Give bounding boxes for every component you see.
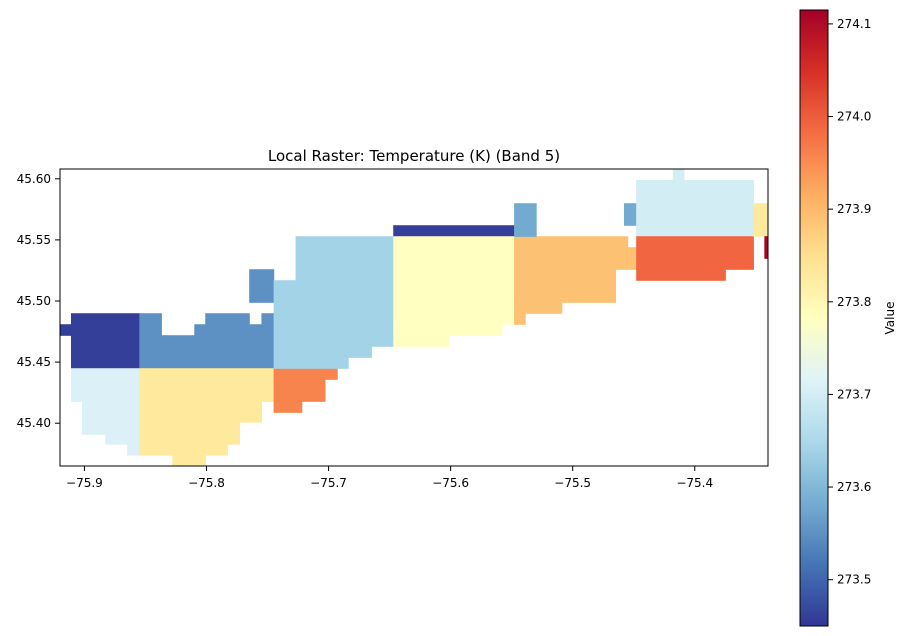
- raster-cell-west-light-0: [70, 368, 140, 402]
- raster-cell-center-light-blue-3: [273, 346, 372, 358]
- raster-cells: [60, 169, 768, 466]
- raster-cell-mid-west-blue-1: [139, 313, 162, 336]
- raster-cell-west-light-1: [81, 401, 140, 435]
- raster-cell-east-orange-light-1: [514, 247, 637, 270]
- raster-cell-mid-west-blue-0: [139, 335, 275, 369]
- raster-cell-mid-west-yellow-3: [139, 444, 228, 456]
- colorbar-tick-label-2: 273.7: [837, 387, 871, 401]
- raster-cell-mid-orange-0: [273, 368, 338, 380]
- raster-cell-center-light-blue-1: [273, 280, 394, 303]
- raster-cell-east-red-orange-1: [636, 269, 726, 281]
- colorbar-tick-label-4: 273.9: [837, 202, 871, 216]
- raster-cell-east-orange-light-3: [514, 302, 563, 314]
- raster-cell-north-east-light-0: [636, 180, 754, 237]
- colorbar: [799, 9, 829, 627]
- raster-cell-far-west-dark-1: [70, 313, 140, 369]
- raster-cell-center-dark-strip-0: [393, 225, 515, 237]
- y-axis-ticks: 45.60 45.55 45.50 45.45 45.40: [17, 172, 60, 430]
- raster-cell-east-orange-light-2: [514, 269, 617, 303]
- raster-cell-mid-west-yellow-1: [139, 401, 263, 423]
- raster-cell-center-light-blue-2: [273, 302, 394, 347]
- x-axis-ticks: −75.9 −75.8 −75.7 −75.6 −75.5 −75.4: [66, 466, 713, 490]
- raster-cell-center-light-blue-0: [295, 236, 394, 281]
- raster-cell-mid-orange-2: [273, 401, 303, 413]
- raster-cell-mid-west-yellow-4: [172, 455, 206, 466]
- colorbar-tick-label-6: 274.1: [837, 17, 871, 31]
- raster-cell-center-pale-yellow-2: [393, 335, 450, 347]
- y-tick-label-2: 45.50: [17, 294, 51, 308]
- x-tick-label-4: −75.5: [554, 476, 591, 490]
- colorbar-ticks: 273.5 273.6 273.7 273.8 273.9 274.0 274.1: [828, 17, 871, 587]
- y-tick-label-3: 45.45: [17, 355, 51, 369]
- colorbar-label: Value: [883, 302, 897, 335]
- y-tick-label-1: 45.55: [17, 233, 51, 247]
- raster-cell-west-light-3: [127, 444, 140, 456]
- x-tick-label-3: −75.6: [432, 476, 469, 490]
- x-tick-label-5: −75.4: [676, 476, 713, 490]
- colorbar-tick-label-3: 273.8: [837, 295, 871, 309]
- raster-cell-far-east-dark-red-0: [764, 236, 768, 259]
- raster-cell-east-orange-light-0: [514, 236, 629, 248]
- plot-frame: [59, 168, 769, 467]
- raster-cell-far-east-yellow-0: [753, 203, 768, 237]
- raster-cell-mid-west-blue-5: [249, 269, 275, 303]
- raster-cell-east-small-blue-1: [623, 203, 637, 226]
- raster-cell-west-light-2: [105, 434, 140, 445]
- colorbar-tick-label-1: 273.6: [837, 480, 871, 494]
- raster-cell-east-small-blue-0: [514, 203, 537, 237]
- x-tick-label-2: −75.7: [310, 476, 347, 490]
- raster-cell-center-light-blue-4: [273, 357, 349, 369]
- raster-cell-mid-west-blue-4: [261, 313, 275, 325]
- raster-cell-east-orange-light-4: [514, 313, 526, 325]
- raster-cell-far-west-dark-0: [60, 324, 79, 336]
- raster-cell-north-east-light-1: [672, 169, 685, 181]
- raster-cell-east-red-orange-0: [636, 236, 754, 270]
- raster-cell-mid-west-blue-3: [205, 313, 250, 325]
- raster-cell-mid-orange-1: [273, 379, 326, 402]
- colorbar-tick-label-5: 274.0: [837, 110, 871, 124]
- raster-cell-mid-west-yellow-2: [139, 422, 241, 445]
- raster-cell-mid-west-yellow-0: [139, 368, 275, 402]
- y-tick-label-0: 45.60: [17, 172, 51, 186]
- x-tick-label-0: −75.9: [66, 476, 103, 490]
- x-tick-label-1: −75.8: [188, 476, 225, 490]
- colorbar-tick-label-0: 273.5: [837, 573, 871, 587]
- y-tick-label-4: 45.40: [17, 416, 51, 430]
- raster-cell-center-pale-yellow-1: [393, 324, 503, 336]
- raster-cell-mid-west-blue-2: [194, 324, 275, 336]
- raster-cell-center-pale-yellow-0: [393, 236, 515, 325]
- chart-title: Local Raster: Temperature (K) (Band 5): [268, 147, 560, 165]
